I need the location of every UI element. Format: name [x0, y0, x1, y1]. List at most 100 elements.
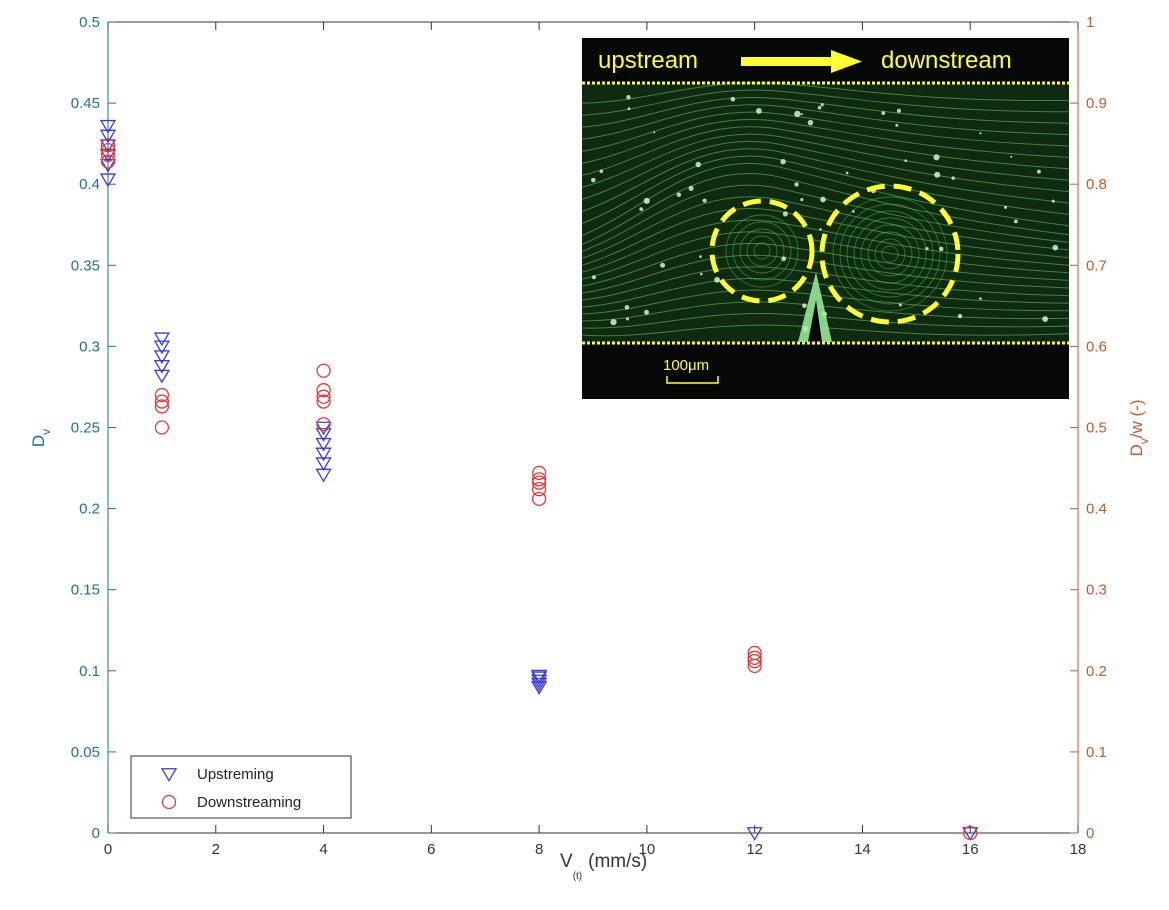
inset-streamline	[582, 104, 1069, 140]
inset-particle	[1051, 199, 1055, 203]
y-left-ticks: 0 0.05 0.1 0.15 0.2 0.25 0.3 0.35 0.4 0.45 0.5	[71, 14, 116, 842]
x-tick-label: 6	[427, 841, 435, 858]
y-right-tick-label: 1	[1086, 14, 1094, 31]
data-point-circle	[316, 394, 331, 409]
inset-particle	[1004, 205, 1008, 209]
y-right-tick-label: 0.6	[1086, 338, 1107, 355]
data-point-triangle	[153, 369, 171, 384]
x-axis-title-main: V	[560, 851, 573, 872]
inset-particle	[939, 246, 944, 252]
inset-streamline	[582, 96, 1069, 128]
inset-particle	[898, 303, 902, 307]
legend-label: Downstreaming	[197, 794, 301, 811]
inset-streamline	[582, 140, 1069, 200]
y-left-tick-label: 0.2	[79, 501, 100, 518]
legend-marker-triangle	[160, 768, 178, 782]
inset-particle	[1042, 316, 1049, 322]
inset-particle	[599, 169, 604, 174]
data-point-triangle	[99, 119, 117, 134]
inset-particle	[845, 171, 849, 175]
y-left-tick-label: 0	[92, 825, 100, 842]
data-point-circle	[316, 383, 331, 398]
inset-particle	[730, 96, 736, 102]
x-tick-label: 0	[104, 841, 112, 858]
y-right-tick-label: 0.2	[1086, 663, 1107, 680]
y-right-tick-label: 0.8	[1086, 176, 1107, 193]
inset-streamline	[582, 155, 1069, 224]
inset-particle	[819, 228, 822, 231]
inset-particle	[979, 297, 982, 300]
inset-particle	[1013, 219, 1018, 224]
y-right-tick-label: 0.1	[1086, 744, 1107, 761]
data-point-triangle	[315, 447, 332, 462]
inset-particle	[702, 198, 707, 203]
inset-image: upstream downstream 100μm	[582, 38, 1069, 399]
inset-particle	[904, 159, 908, 163]
series-upstreming	[99, 119, 979, 841]
data-point-circle	[531, 472, 547, 487]
inset-particle	[933, 154, 940, 161]
y-left-tick-label: 0.3	[79, 338, 100, 355]
inset-channel	[582, 84, 1069, 342]
y-left-axis-title-sub: v	[39, 429, 53, 435]
flow-arrow-shaft	[741, 57, 833, 66]
data-point-triangle	[153, 340, 171, 355]
inset-streamline	[582, 133, 1069, 188]
inset-particle	[626, 94, 631, 100]
inset-vortex-ring	[860, 224, 920, 284]
y-right-axis-title-rest: /w (-)	[1127, 400, 1146, 439]
y-left-axis-title-main: D	[29, 435, 48, 447]
inset-vortex-ring	[832, 196, 948, 312]
data-point-circle	[154, 420, 170, 435]
data-point-circle	[316, 389, 331, 404]
data-point-circle	[531, 465, 547, 481]
inset-vortex-ring	[846, 210, 934, 298]
inset-vortex-ring	[725, 214, 799, 288]
inset-particle	[699, 255, 702, 258]
x-ticks: 0 2 4 6 8 10 12 14 16 18	[104, 22, 1086, 858]
inset-vortex-ring	[753, 242, 771, 260]
y-left-tick-label: 0.05	[71, 744, 100, 761]
upstream-vortex-circle	[709, 198, 815, 304]
data-point-triangle	[99, 173, 117, 188]
inset-streamline	[582, 172, 1069, 245]
x-tick-label: 8	[535, 841, 543, 858]
y-left-tick-label: 0.25	[71, 420, 100, 437]
data-point-circle	[747, 653, 762, 669]
inset-particle	[780, 158, 786, 165]
data-point-triangle	[962, 827, 979, 841]
inset-streamline	[582, 289, 1069, 315]
legend-box	[130, 755, 352, 819]
y-left-tick-label: 0.15	[71, 582, 100, 599]
data-point-circle	[154, 399, 170, 414]
y-right-ticks: 0 0.1 0.2 0.3 0.4 0.5 0.6 0.7 0.8 0.9 1	[1070, 14, 1107, 842]
inset-wall-notch-core	[808, 300, 822, 342]
data-point-circle	[100, 154, 116, 169]
x-tick-label: 12	[746, 841, 763, 858]
data-point-circle	[531, 481, 547, 497]
y-right-tick-label: 0.5	[1086, 420, 1107, 437]
x-axis-title: V(t) (mm/s)	[560, 851, 647, 882]
data-point-triangle	[530, 671, 548, 686]
downstream-vortex-circle	[819, 183, 961, 325]
inset-particle	[781, 256, 787, 262]
inset-particle	[688, 185, 694, 191]
y-left-tick-label: 0.5	[79, 14, 100, 31]
y-right-tick-label: 0.7	[1086, 257, 1107, 274]
inset-particle	[881, 111, 886, 116]
y-right-tick-label: 0.4	[1086, 501, 1107, 518]
x-tick-label: 14	[854, 841, 871, 858]
inset-streamline	[582, 111, 1069, 152]
data-point-circle	[154, 394, 170, 409]
inset-streamline	[582, 118, 1069, 164]
y-left-tick-label: 0.1	[79, 663, 100, 680]
data-point-circle	[100, 138, 116, 153]
inset-particle	[676, 192, 682, 197]
inset-particle	[979, 132, 982, 135]
data-points	[99, 119, 979, 841]
x-axis-title-sub: (t)	[573, 871, 582, 882]
data-point-circle	[100, 147, 116, 163]
inset-particle	[755, 107, 762, 114]
inset-particle	[817, 105, 822, 110]
